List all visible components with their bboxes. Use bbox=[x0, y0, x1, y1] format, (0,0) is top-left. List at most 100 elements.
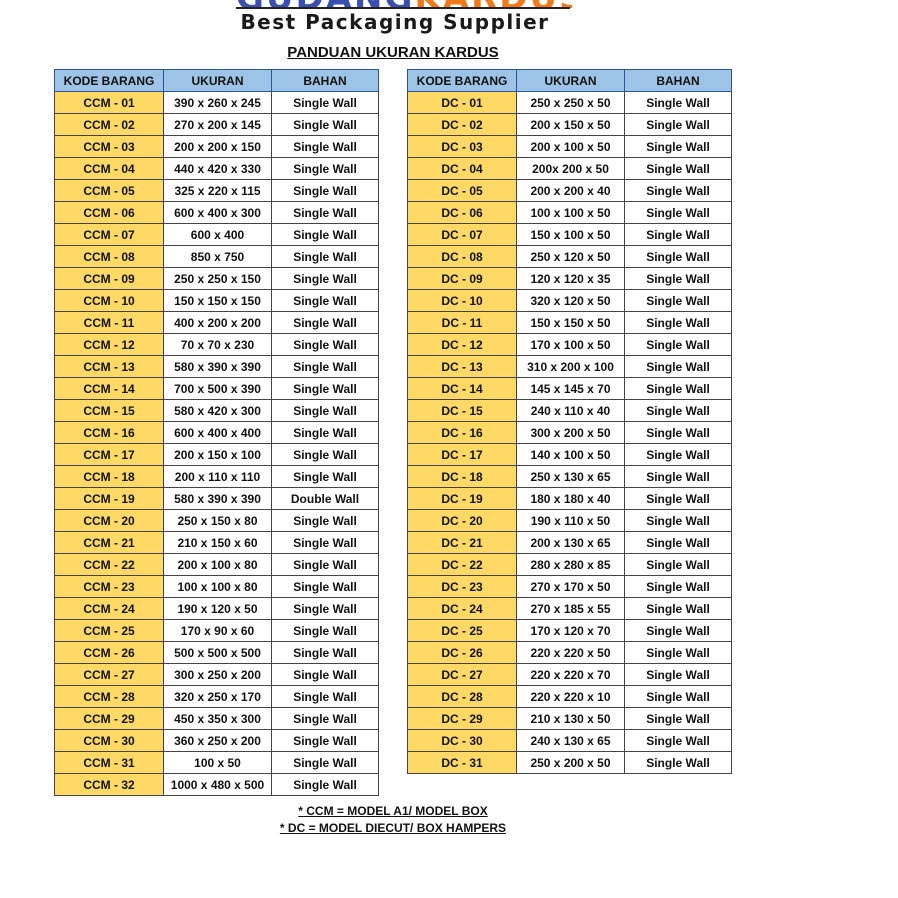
table-row: CCM - 27 300 x 250 x 200 Single Wall bbox=[54, 663, 379, 686]
cell-size: 100 x 50 bbox=[163, 751, 272, 774]
cell-code: DC - 21 bbox=[407, 531, 517, 554]
table-row: DC - 01 250 x 250 x 50 Single Wall bbox=[407, 91, 732, 114]
cell-code: DC - 31 bbox=[407, 751, 517, 774]
cell-size: 200 x 100 x 80 bbox=[163, 553, 272, 576]
cell-material: Single Wall bbox=[624, 443, 732, 466]
cell-material: Single Wall bbox=[271, 729, 379, 752]
cell-code: CCM - 19 bbox=[54, 487, 164, 510]
cell-material: Single Wall bbox=[271, 707, 379, 730]
table-row: DC - 27 220 x 220 x 70 Single Wall bbox=[407, 663, 732, 686]
cell-code: DC - 07 bbox=[407, 223, 517, 246]
ccm-size-table: KODE BARANG UKURAN BAHAN CCM - 01 390 x 2… bbox=[54, 69, 379, 796]
table-row: CCM - 04 440 x 420 x 330 Single Wall bbox=[54, 157, 379, 180]
table-row: CCM - 29 450 x 350 x 300 Single Wall bbox=[54, 707, 379, 730]
cell-code: CCM - 05 bbox=[54, 179, 164, 202]
cell-size: 320 x 250 x 170 bbox=[163, 685, 272, 708]
table-row: CCM - 12 70 x 70 x 230 Single Wall bbox=[54, 333, 379, 356]
cell-code: DC - 06 bbox=[407, 201, 517, 224]
header-ukuran: UKURAN bbox=[163, 69, 272, 92]
table-row: DC - 26 220 x 220 x 50 Single Wall bbox=[407, 641, 732, 664]
logo-part-2: KARDUS bbox=[414, 0, 572, 8]
cell-size: 200 x 150 x 50 bbox=[516, 113, 625, 136]
table-row: CCM - 20 250 x 150 x 80 Single Wall bbox=[54, 509, 379, 532]
table-row: DC - 07 150 x 100 x 50 Single Wall bbox=[407, 223, 732, 246]
cell-code: DC - 29 bbox=[407, 707, 517, 730]
cell-material: Single Wall bbox=[624, 245, 732, 268]
table-row: CCM - 06 600 x 400 x 300 Single Wall bbox=[54, 201, 379, 224]
table-row: DC - 09 120 x 120 x 35 Single Wall bbox=[407, 267, 732, 290]
cell-material: Single Wall bbox=[624, 179, 732, 202]
cell-code: DC - 08 bbox=[407, 245, 517, 268]
cell-size: 700 x 500 x 390 bbox=[163, 377, 272, 400]
note-dc: * DC = MODEL DIECUT/ BOX HAMPERS bbox=[279, 821, 507, 835]
cell-code: CCM - 04 bbox=[54, 157, 164, 180]
cell-code: DC - 12 bbox=[407, 333, 517, 356]
table-row: DC - 30 240 x 130 x 65 Single Wall bbox=[407, 729, 732, 752]
cell-size: 850 x 750 bbox=[163, 245, 272, 268]
cell-size: 580 x 390 x 390 bbox=[163, 487, 272, 510]
cell-code: CCM - 17 bbox=[54, 443, 164, 466]
cell-code: DC - 18 bbox=[407, 465, 517, 488]
table-row: DC - 14 145 x 145 x 70 Single Wall bbox=[407, 377, 732, 400]
table-row: CCM - 11 400 x 200 x 200 Single Wall bbox=[54, 311, 379, 334]
table-row: CCM - 10 150 x 150 x 150 Single Wall bbox=[54, 289, 379, 312]
cell-size: 250 x 150 x 80 bbox=[163, 509, 272, 532]
table-row: CCM - 21 210 x 150 x 60 Single Wall bbox=[54, 531, 379, 554]
cell-code: DC - 02 bbox=[407, 113, 517, 136]
cell-material: Single Wall bbox=[271, 91, 379, 114]
cell-material: Single Wall bbox=[271, 443, 379, 466]
cell-material: Single Wall bbox=[624, 751, 732, 774]
table-row: DC - 19 180 x 180 x 40 Single Wall bbox=[407, 487, 732, 510]
cell-material: Single Wall bbox=[271, 399, 379, 422]
table-row: CCM - 32 1000 x 480 x 500 Single Wall bbox=[54, 773, 379, 796]
cell-material: Single Wall bbox=[271, 531, 379, 554]
header-bahan: BAHAN bbox=[624, 69, 732, 92]
table-row: DC - 04 200x 200 x 50 Single Wall bbox=[407, 157, 732, 180]
table-row: DC - 10 320 x 120 x 50 Single Wall bbox=[407, 289, 732, 312]
cell-size: 500 x 500 x 500 bbox=[163, 641, 272, 664]
cell-code: DC - 28 bbox=[407, 685, 517, 708]
table-row: CCM - 30 360 x 250 x 200 Single Wall bbox=[54, 729, 379, 752]
cell-code: DC - 01 bbox=[407, 91, 517, 114]
cell-size: 320 x 120 x 50 bbox=[516, 289, 625, 312]
cell-code: CCM - 09 bbox=[54, 267, 164, 290]
cell-code: CCM - 21 bbox=[54, 531, 164, 554]
cell-code: DC - 22 bbox=[407, 553, 517, 576]
cell-code: CCM - 25 bbox=[54, 619, 164, 642]
cell-material: Single Wall bbox=[271, 201, 379, 224]
cell-code: DC - 16 bbox=[407, 421, 517, 444]
table-row: DC - 23 270 x 170 x 50 Single Wall bbox=[407, 575, 732, 598]
cell-code: DC - 13 bbox=[407, 355, 517, 378]
cell-size: 150 x 150 x 150 bbox=[163, 289, 272, 312]
cell-size: 200 x 150 x 100 bbox=[163, 443, 272, 466]
logo-part-1: GUDANG bbox=[236, 0, 414, 8]
table-row: CCM - 15 580 x 420 x 300 Single Wall bbox=[54, 399, 379, 422]
table-row: DC - 02 200 x 150 x 50 Single Wall bbox=[407, 113, 732, 136]
cell-size: 400 x 200 x 200 bbox=[163, 311, 272, 334]
cell-code: CCM - 15 bbox=[54, 399, 164, 422]
cell-material: Single Wall bbox=[271, 245, 379, 268]
cell-code: CCM - 08 bbox=[54, 245, 164, 268]
table-row: DC - 15 240 x 110 x 40 Single Wall bbox=[407, 399, 732, 422]
table-row: DC - 11 150 x 150 x 50 Single Wall bbox=[407, 311, 732, 334]
cell-size: 200x 200 x 50 bbox=[516, 157, 625, 180]
cell-size: 210 x 130 x 50 bbox=[516, 707, 625, 730]
cell-material: Single Wall bbox=[624, 575, 732, 598]
cell-material: Single Wall bbox=[624, 157, 732, 180]
cell-material: Single Wall bbox=[271, 377, 379, 400]
table-row: DC - 29 210 x 130 x 50 Single Wall bbox=[407, 707, 732, 730]
cell-material: Single Wall bbox=[624, 509, 732, 532]
cell-size: 270 x 170 x 50 bbox=[516, 575, 625, 598]
cell-material: Single Wall bbox=[624, 465, 732, 488]
cell-size: 270 x 185 x 55 bbox=[516, 597, 625, 620]
cell-code: DC - 15 bbox=[407, 399, 517, 422]
table-row: DC - 31 250 x 200 x 50 Single Wall bbox=[407, 751, 732, 774]
cell-code: CCM - 24 bbox=[54, 597, 164, 620]
cell-size: 240 x 110 x 40 bbox=[516, 399, 625, 422]
cell-material: Single Wall bbox=[624, 619, 732, 642]
cell-size: 440 x 420 x 330 bbox=[163, 157, 272, 180]
cell-code: CCM - 28 bbox=[54, 685, 164, 708]
cell-size: 120 x 120 x 35 bbox=[516, 267, 625, 290]
cell-code: DC - 05 bbox=[407, 179, 517, 202]
cell-material: Single Wall bbox=[271, 157, 379, 180]
